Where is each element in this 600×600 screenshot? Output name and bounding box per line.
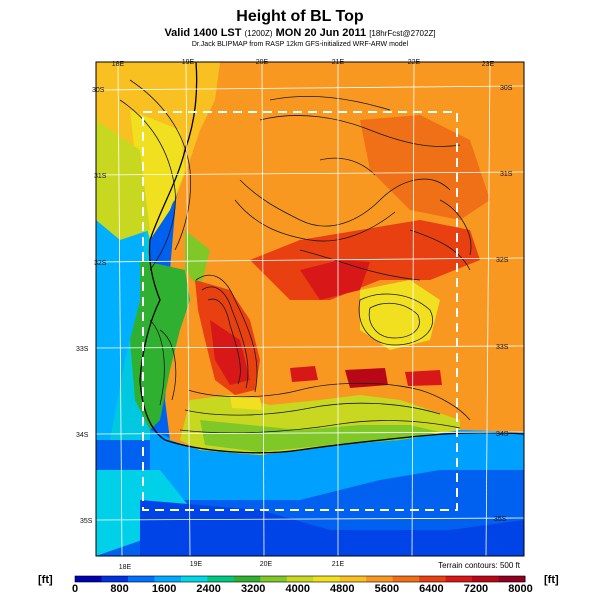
map-frame [95, 61, 525, 557]
lat-label-left-30S: 30S [92, 87, 105, 94]
colorbar-tick-label: 3200 [241, 583, 265, 595]
colorbar-swatch [419, 576, 447, 582]
colorbar-swatch [313, 576, 341, 582]
lat-label-right-32S: 32S [496, 257, 509, 264]
lon-label-top-23E: 23E [482, 61, 495, 68]
colorbar-swatch [260, 576, 288, 582]
colorbar-tick-label: 4800 [330, 583, 354, 595]
south-coastal-band [150, 430, 524, 500]
colorbar-swatch [75, 576, 102, 582]
colorbar-swatch [286, 576, 314, 582]
northwest-green [96, 120, 150, 240]
lon-label-top-19E: 19E [182, 59, 195, 66]
colorbar-swatch [392, 576, 420, 582]
west-coast-green [130, 260, 190, 430]
colorbar-tick-label: 8000 [508, 583, 532, 595]
colorbar-tick-label: 0 [72, 583, 78, 595]
terrain-contour-note: Terrain contours: 500 ft [438, 561, 521, 570]
valid-label: Valid 1400 LST [164, 27, 242, 39]
lon-label-bottom-18E: 18E [119, 564, 132, 571]
colorbar-tick-label: 2400 [196, 583, 220, 595]
graticule [96, 62, 524, 556]
domain-boundary [142, 111, 458, 511]
karoo-core [300, 260, 370, 300]
utc-time: (1200Z) [244, 29, 273, 38]
colorbar-swatch [366, 576, 394, 582]
colorbar-swatch [233, 576, 261, 582]
yellow-patch-1 [230, 395, 262, 410]
colorbar-swatch [180, 576, 208, 582]
colorbar-swatch [445, 576, 473, 582]
lon-label-top-18E: 18E [112, 61, 125, 68]
colorbar-frame [74, 575, 526, 583]
lat-label-left-32S: 32S [94, 260, 107, 267]
colorbar-swatch [154, 576, 182, 582]
lat-label-left-33S: 33S [76, 346, 89, 353]
valid-time-line: Valid 1400 LST (1200Z) MON 20 Jun 2011 [… [0, 27, 600, 39]
red-patch-1 [345, 368, 388, 388]
colorbar-unit-right: [ft] [544, 574, 559, 586]
lat-label-right-33S: 33S [496, 344, 509, 351]
lat-label-right-34S: 34S [496, 431, 509, 438]
colorbar-tick-label: 5600 [375, 583, 399, 595]
west-inland-green [185, 230, 210, 290]
west-ocean-deep [96, 200, 145, 440]
colorbar-swatch [472, 576, 500, 582]
map-field [96, 62, 524, 556]
colorbar-ticks: 0 800 1600 2400 3200 4000 4800 5600 6400 7200 8000 [72, 583, 533, 595]
lon-label-bottom-19E: 19E [190, 561, 203, 568]
lat-label-right-31S: 31S [500, 171, 513, 178]
colorbar-swatch [127, 576, 155, 582]
lat-label-left-34S: 34S [76, 432, 89, 439]
colorbar [74, 575, 526, 583]
coastline [139, 62, 524, 454]
colorbar-tick-label: 4000 [286, 583, 310, 595]
model-credit: Dr.Jack BLIPMAP from RASP 12km GFS-initi… [191, 41, 409, 48]
red-patch-2 [290, 366, 318, 382]
lat-label-left-31S: 31S [94, 173, 107, 180]
colorbar-swatch [101, 576, 129, 582]
colorbar-swatch [207, 576, 235, 582]
colorbar-tick-label: 7200 [464, 583, 488, 595]
colorbar-swatch [498, 576, 526, 582]
lat-label-right-35S: 35S [494, 516, 507, 523]
lon-label-top-22E: 22E [408, 59, 421, 66]
lon-label-top-21E: 21E [332, 59, 345, 66]
lat-label-right-30S: 30S [500, 85, 513, 92]
interior-yellow [360, 280, 440, 350]
lon-label-top-20E: 20E [256, 59, 269, 66]
red-patch-3 [405, 370, 442, 386]
colorbar-unit-left: [ft] [38, 574, 53, 586]
lat-label-left-35S: 35S [80, 518, 93, 525]
lon-label-bottom-21E: 21E [332, 561, 345, 568]
colorbar-tick-label: 6400 [419, 583, 443, 595]
deep-ocean-south [140, 500, 524, 556]
terrain-contours [119, 79, 472, 434]
forecast-date: MON 20 Jun 2011 [275, 27, 367, 39]
lon-label-bottom-20E: 20E [260, 561, 273, 568]
colorbar-tick-label: 1600 [152, 583, 176, 595]
colorbar-swatch [339, 576, 367, 582]
forecast-offset: [18hrFcst@2702Z] [369, 29, 436, 38]
colorbar-tick-label: 800 [110, 583, 128, 595]
chart-title: Height of BL Top [236, 8, 364, 25]
south-green-belt [200, 420, 440, 452]
